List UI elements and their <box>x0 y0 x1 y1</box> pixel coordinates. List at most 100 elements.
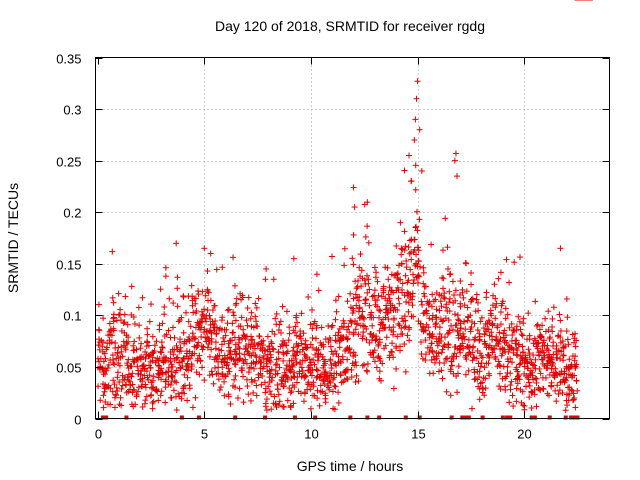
data-point <box>467 312 474 319</box>
data-point <box>479 354 486 361</box>
data-point <box>413 95 420 102</box>
data-point <box>199 346 206 353</box>
data-point <box>305 294 312 301</box>
data-point <box>527 356 534 363</box>
data-point <box>405 299 412 306</box>
data-point <box>462 371 469 378</box>
data-point <box>492 315 499 322</box>
baseline-marker <box>463 415 468 420</box>
data-point <box>403 258 410 265</box>
data-point <box>492 354 499 361</box>
data-point <box>483 294 490 301</box>
data-point <box>174 303 181 310</box>
data-point <box>383 334 390 341</box>
data-point <box>364 368 371 375</box>
data-point <box>361 361 368 368</box>
data-point <box>170 300 177 307</box>
data-point <box>173 367 180 374</box>
x-tick-label: 15 <box>411 427 425 442</box>
data-point <box>158 339 165 346</box>
data-point <box>268 377 275 384</box>
data-point <box>327 356 334 363</box>
data-point <box>440 317 447 324</box>
data-point <box>310 379 317 386</box>
data-point <box>350 231 357 238</box>
data-point <box>532 356 539 363</box>
data-point <box>537 370 544 377</box>
data-point <box>477 318 484 325</box>
data-point <box>377 377 384 384</box>
data-point <box>376 314 383 321</box>
data-point <box>571 357 578 364</box>
data-point <box>572 363 579 370</box>
x-tick-label: 20 <box>517 427 531 442</box>
baseline-marker <box>572 415 577 420</box>
data-point <box>495 275 502 282</box>
data-point <box>436 307 443 314</box>
data-point <box>352 352 359 359</box>
data-point <box>560 352 567 359</box>
data-point <box>259 372 266 379</box>
data-point <box>542 315 549 322</box>
data-point <box>476 337 483 344</box>
data-point <box>210 321 217 328</box>
data-point <box>537 333 544 340</box>
data-point <box>307 341 314 348</box>
data-point <box>177 336 184 343</box>
data-point <box>506 324 513 331</box>
data-point <box>227 400 234 407</box>
data-point <box>244 383 251 390</box>
baseline-marker <box>377 415 382 420</box>
data-point <box>492 295 499 302</box>
data-point <box>495 340 502 347</box>
data-point <box>482 385 489 392</box>
data-point <box>390 289 397 296</box>
data-point <box>506 279 513 286</box>
data-point <box>146 372 153 379</box>
data-point <box>525 346 532 353</box>
data-point <box>437 338 444 345</box>
data-point <box>118 343 125 350</box>
data-point <box>356 304 363 311</box>
data-point <box>498 352 505 359</box>
data-point <box>243 317 250 324</box>
data-point <box>277 318 284 325</box>
data-point <box>144 325 151 332</box>
data-point <box>406 337 413 344</box>
data-point <box>425 324 432 331</box>
data-point <box>156 326 163 333</box>
data-point <box>393 365 400 372</box>
data-point <box>529 372 536 379</box>
data-point <box>281 339 288 346</box>
data-point <box>104 344 111 351</box>
data-point <box>353 362 360 369</box>
data-point <box>404 332 411 339</box>
data-point <box>389 340 396 347</box>
data-point <box>496 329 503 336</box>
data-point <box>189 404 196 411</box>
data-point <box>110 377 117 384</box>
data-point <box>267 351 274 358</box>
data-point <box>134 363 141 370</box>
data-point <box>285 337 292 344</box>
data-point <box>180 293 187 300</box>
data-point <box>520 320 527 327</box>
data-point <box>408 296 415 303</box>
data-point <box>376 307 383 314</box>
data-point <box>402 272 409 279</box>
data-point <box>459 340 466 347</box>
data-point <box>198 333 205 340</box>
data-point <box>405 277 412 284</box>
data-point <box>319 353 326 360</box>
data-point <box>385 316 392 323</box>
data-point <box>136 334 143 341</box>
data-point <box>548 379 555 386</box>
data-point <box>110 299 117 306</box>
data-point <box>147 392 154 399</box>
data-point <box>469 357 476 364</box>
data-point <box>447 366 454 373</box>
baseline-marker <box>449 415 454 420</box>
data-point <box>188 282 195 289</box>
data-point <box>258 340 265 347</box>
data-point <box>232 384 239 391</box>
